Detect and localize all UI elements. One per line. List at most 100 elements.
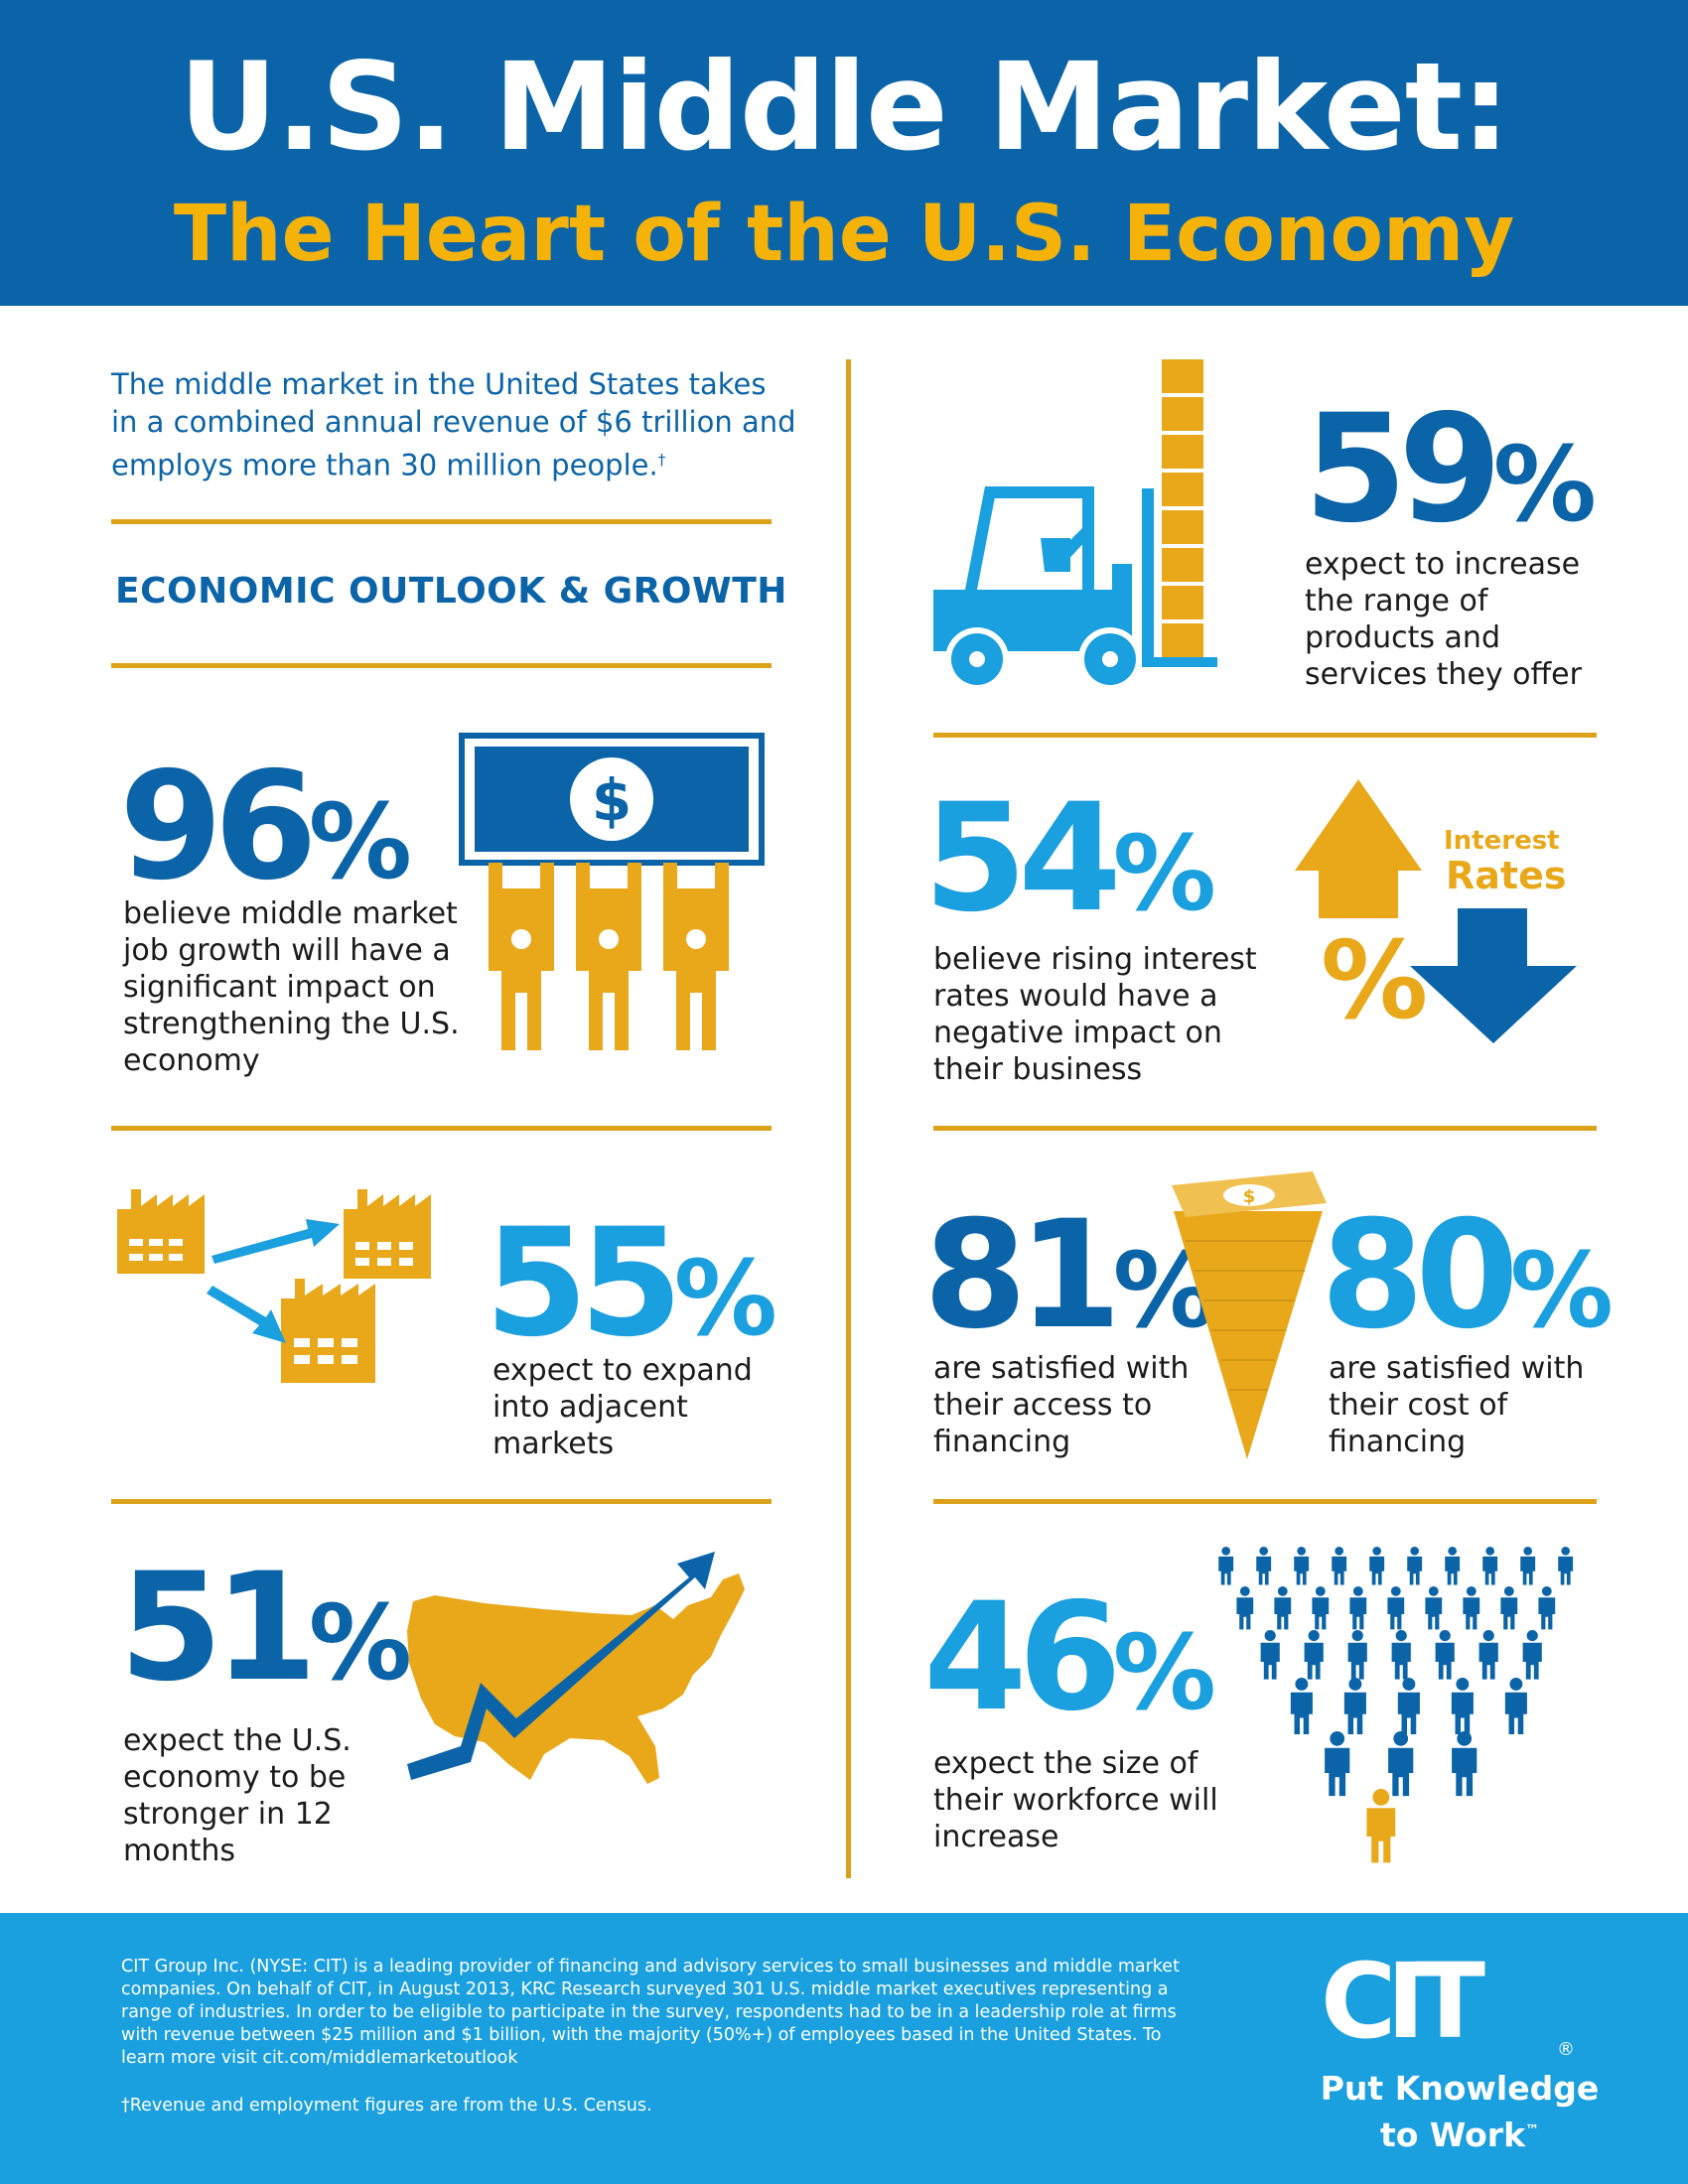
workforce-crowd-icon [1218, 1547, 1574, 1863]
person-figure [1500, 1586, 1518, 1630]
person-figure [1369, 1547, 1385, 1585]
stack-dollar-sign: $ [1243, 1186, 1256, 1207]
stat-number: 51 [119, 1542, 318, 1714]
intro-text: The middle market in the United States t… [111, 367, 796, 482]
person-figure [1522, 1630, 1542, 1680]
person-figure [1256, 1547, 1272, 1585]
divider [111, 519, 772, 524]
person-figure [1236, 1586, 1254, 1630]
person-figure [1520, 1547, 1536, 1585]
tagline-line-1: Put Knowledge [1320, 2069, 1600, 2108]
stat-expand-value: 55% [485, 1209, 777, 1373]
percent-sign: % [308, 1582, 412, 1704]
person-figure [1387, 1586, 1405, 1630]
forklift-icon [933, 359, 1217, 691]
person-figure [1218, 1547, 1234, 1585]
money-stack-icon: $ [1172, 1171, 1327, 1459]
percent-sign: % [1112, 1612, 1216, 1733]
page-subtitle: The Heart of the U.S. Economy [173, 190, 1515, 279]
person-figure [1347, 1630, 1367, 1680]
person-figure [1343, 1678, 1366, 1735]
tagline-line-2: to Work [1379, 2116, 1526, 2154]
percent-sign: % [673, 1238, 777, 1359]
person-figure [1290, 1678, 1313, 1735]
person-figure [1482, 1547, 1498, 1585]
person-figure [1397, 1678, 1420, 1735]
person-figure [1538, 1586, 1556, 1630]
stat-products-description: expect to increase the range of products… [1305, 547, 1582, 692]
stat-number: 96 [119, 741, 318, 913]
stat-cost-description: are satisfied with their cost of financi… [1329, 1351, 1585, 1459]
person-figure [1274, 1586, 1292, 1630]
divider [933, 733, 1597, 738]
stat-number: 80 [1321, 1189, 1519, 1362]
tagline: Put Knowledge to Work™ [1281, 2068, 1638, 2156]
dagger-mark: † [657, 451, 666, 469]
money-raised-icon: $ [459, 733, 765, 1050]
stat-workforce-description: expect the size of their workforce will … [933, 1746, 1218, 1854]
percent-symbol: % [1321, 919, 1428, 1043]
column-divider [846, 359, 851, 1878]
stat-number: 55 [485, 1197, 683, 1370]
person-figure [1558, 1547, 1574, 1585]
person-figure [1435, 1630, 1455, 1680]
stat-economy-value: 51% [119, 1554, 412, 1717]
divider [933, 1499, 1597, 1504]
dollar-sign: $ [592, 766, 632, 834]
footer-footnote: †Revenue and employment figures are from… [121, 2096, 652, 2116]
footer-disclaimer: CIT Group Inc. (NYSE: CIT) is a leading … [121, 1957, 1180, 2068]
rates-label: Rates [1446, 854, 1566, 897]
footer-band [0, 1913, 1688, 2184]
trademark-mark: ™ [1525, 2122, 1540, 2138]
person-figure [1452, 1731, 1477, 1797]
stat-economy-description: expect the U.S. economy to be stronger i… [123, 1723, 352, 1868]
person-figure [1312, 1586, 1330, 1630]
section-heading: ECONOMIC OUTLOOK & GROWTH [115, 571, 787, 612]
stat-expand-description: expect to expand into adjacent markets [492, 1353, 753, 1461]
person-figure [1463, 1586, 1480, 1630]
divider [111, 1126, 772, 1131]
divider [933, 1126, 1597, 1131]
factory-expansion-icon [117, 1189, 431, 1383]
stat-interest-value: 54% [923, 784, 1216, 948]
intro-paragraph: The middle market in the United States t… [111, 365, 796, 484]
person-figure [1391, 1630, 1411, 1680]
stat-jobs-description: believe middle market job growth will ha… [123, 896, 460, 1078]
stat-workforce-value: 46% [923, 1583, 1216, 1747]
person-figure [1407, 1547, 1423, 1585]
interest-label: Interest [1444, 826, 1560, 856]
stat-products-value: 59% [1304, 395, 1597, 559]
stat-number: 81 [923, 1189, 1122, 1362]
stat-jobs-value: 96% [119, 752, 412, 916]
person-figure [1366, 1789, 1396, 1863]
registered-mark: ® [1557, 2039, 1575, 2060]
person-figure [1260, 1630, 1280, 1680]
person-figure [1451, 1678, 1474, 1735]
stat-access-description: are satisfied with their access to finan… [933, 1351, 1190, 1459]
header-banner [0, 0, 1688, 306]
person-figure [1504, 1678, 1527, 1735]
stat-number: 46 [923, 1571, 1122, 1744]
person-figure [1325, 1731, 1350, 1797]
person-figure [1332, 1547, 1347, 1585]
stat-number: 59 [1304, 383, 1502, 556]
percent-sign: % [1509, 1230, 1614, 1351]
us-map-growth-icon [407, 1552, 745, 1784]
page-title: U.S. Middle Market: [179, 37, 1510, 178]
interest-rates-icon: % Interest Rates [1295, 779, 1577, 1043]
percent-sign: % [308, 781, 412, 902]
person-figure [1425, 1586, 1443, 1630]
percent-sign: % [1112, 813, 1216, 934]
logo-letters: CIT [1321, 1941, 1485, 2062]
stat-cost-value: 80% [1321, 1201, 1614, 1365]
person-figure [1445, 1547, 1461, 1585]
person-figure [1349, 1586, 1367, 1630]
person-figure [1478, 1630, 1498, 1680]
person-figure [1304, 1630, 1324, 1680]
percent-sign: % [1492, 424, 1597, 545]
divider [111, 663, 772, 668]
stat-interest-description: believe rising interest rates would have… [933, 942, 1257, 1087]
person-figure [1294, 1547, 1310, 1585]
person-figure [1388, 1731, 1414, 1797]
divider [111, 1499, 772, 1504]
